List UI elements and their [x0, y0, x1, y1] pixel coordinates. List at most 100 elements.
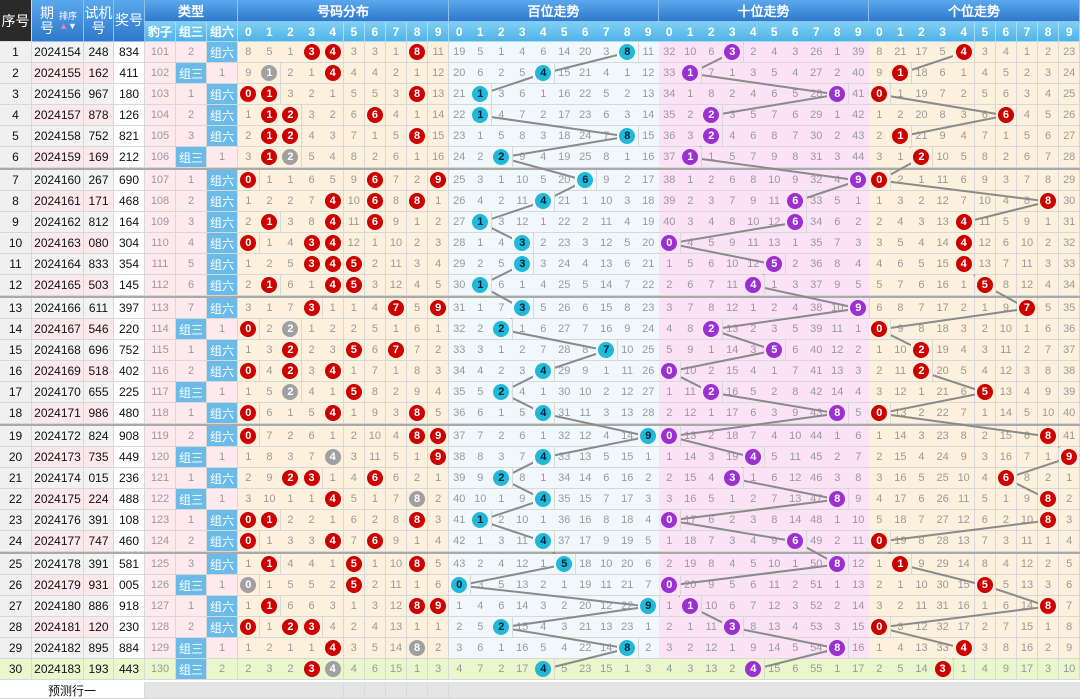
predict-cell[interactable]	[680, 682, 702, 699]
predict-cell[interactable]	[470, 682, 492, 699]
row-seq: 6	[0, 147, 32, 168]
hundreds-cell: 20	[638, 233, 660, 254]
predict-cell[interactable]	[743, 682, 765, 699]
sort-button[interactable]: 排序 ▲▼	[58, 10, 77, 31]
predict-cell[interactable]	[343, 682, 366, 699]
predict-cell[interactable]	[533, 682, 555, 699]
predict-cell[interactable]	[512, 682, 534, 699]
units-cell: 8	[1037, 510, 1060, 531]
dist-cell: 3	[301, 298, 323, 319]
dist-cell: 1	[238, 254, 260, 275]
dist-cell: 8	[406, 596, 429, 617]
predict-cell[interactable]	[848, 682, 870, 699]
row-test-number: 120	[84, 617, 114, 638]
type-zuliu-label: 组六	[207, 554, 238, 575]
header-issue[interactable]: 期号 排序 ▲▼	[32, 0, 84, 42]
units-cell: 3	[869, 382, 891, 403]
predict-cell[interactable]	[385, 682, 408, 699]
header-units: 个位走势	[869, 0, 1080, 22]
predict-cell[interactable]	[145, 682, 177, 699]
hundreds-cell: 2	[491, 382, 513, 403]
tens-cell: 53	[806, 617, 828, 638]
row-seq: 25	[0, 554, 32, 575]
dist-cell: 1	[259, 212, 281, 233]
tens-cell: 12	[785, 468, 807, 489]
predict-cell[interactable]	[554, 682, 576, 699]
row-issue: 2024174	[32, 468, 84, 489]
predict-cell[interactable]	[638, 682, 660, 699]
hundreds-cell: 8	[470, 447, 492, 468]
units-cell: 6	[974, 510, 997, 531]
predict-cell[interactable]	[869, 682, 891, 699]
dist-hit-ball: 1	[261, 277, 278, 293]
hundreds-cell: 21	[554, 191, 576, 212]
predict-cell[interactable]	[491, 682, 513, 699]
predict-cell[interactable]	[1037, 682, 1059, 699]
units-cell: 2	[1037, 638, 1060, 659]
tens-cell: 3	[701, 191, 723, 212]
units-cell: 6	[869, 298, 891, 319]
units-hit-ball: 1	[892, 65, 909, 81]
predict-cell[interactable]	[1016, 682, 1038, 699]
tens-cell: 16	[722, 382, 744, 403]
predict-cell[interactable]	[890, 682, 912, 699]
units-cell: 7	[953, 403, 975, 424]
units-cell: 8	[974, 147, 997, 168]
dist-cell: 1	[427, 617, 450, 638]
tens-cell: 14	[848, 596, 870, 617]
hundreds-cell: 7	[512, 447, 534, 468]
predict-cell[interactable]	[207, 682, 239, 699]
dist-hit-ball: 7	[387, 300, 404, 316]
tens-cell: 40	[806, 340, 828, 361]
units-hit-ball: 0	[871, 86, 888, 102]
tens-cell: 42	[848, 105, 870, 126]
predict-cell[interactable]	[364, 682, 387, 699]
predict-cell[interactable]	[406, 682, 429, 699]
hundreds-cell: 1	[575, 191, 597, 212]
predict-cell[interactable]	[995, 682, 1017, 699]
predict-cell[interactable]	[427, 682, 450, 699]
predict-cell[interactable]	[722, 682, 744, 699]
hundreds-cell: 1	[491, 638, 513, 659]
dist-cell: 1	[259, 298, 281, 319]
tens-cell: 12	[764, 212, 786, 233]
type-zuliu-label: 组六	[207, 298, 238, 319]
predict-cell[interactable]	[974, 682, 996, 699]
dist-cell: 8	[406, 554, 429, 575]
predict-cell[interactable]	[932, 682, 954, 699]
predict-cell[interactable]	[596, 682, 618, 699]
predict-cell[interactable]	[701, 682, 723, 699]
units-hit-ball: 5	[976, 277, 993, 293]
predict-cell[interactable]	[176, 682, 208, 699]
tens-cell: 30	[806, 126, 828, 147]
dist-cell: 5	[301, 575, 323, 596]
dist-cell: 7	[385, 170, 408, 191]
hundreds-cell: 12	[596, 596, 618, 617]
units-cell: 16	[953, 596, 975, 617]
units-cell: 14	[911, 659, 933, 680]
predict-cell[interactable]	[238, 682, 260, 699]
predict-cell[interactable]	[764, 682, 786, 699]
predict-cell[interactable]	[280, 682, 302, 699]
dist-cell: 3	[301, 659, 323, 680]
units-cell: 1	[974, 298, 997, 319]
predict-cell[interactable]	[322, 682, 344, 699]
units-cell: 13	[911, 638, 933, 659]
dist-cell: 6	[364, 170, 387, 191]
predict-cell[interactable]	[1058, 682, 1080, 699]
row-issue: 2024173	[32, 447, 84, 468]
predict-cell[interactable]	[617, 682, 639, 699]
units-cell: 11	[995, 340, 1018, 361]
predict-cell[interactable]	[449, 682, 471, 699]
dist-cell: 0	[238, 233, 260, 254]
predict-cell[interactable]	[953, 682, 975, 699]
predict-cell[interactable]	[259, 682, 281, 699]
predict-cell[interactable]	[785, 682, 807, 699]
predict-cell[interactable]	[911, 682, 933, 699]
units-cell: 4	[1016, 382, 1039, 403]
predict-cell[interactable]	[827, 682, 849, 699]
predict-cell[interactable]	[806, 682, 828, 699]
predict-cell[interactable]	[301, 682, 323, 699]
predict-cell[interactable]	[575, 682, 597, 699]
predict-cell[interactable]	[659, 682, 681, 699]
